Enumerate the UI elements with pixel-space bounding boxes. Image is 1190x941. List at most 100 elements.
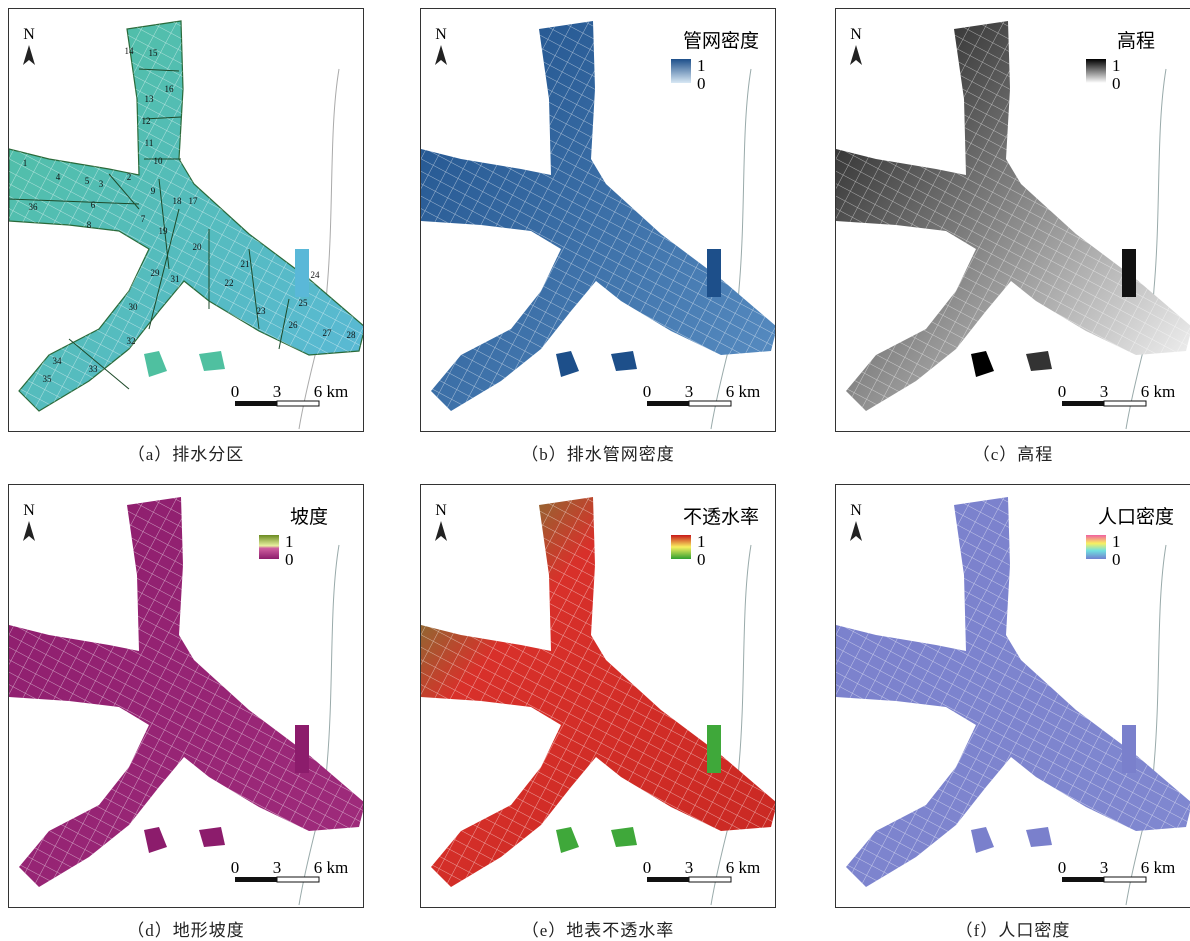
north-arrow <box>23 521 35 541</box>
scale-label: 3 <box>273 382 282 401</box>
scale-bar <box>1062 877 1104 882</box>
zone-label: 2 <box>127 172 132 182</box>
scale-label: 3 <box>1100 382 1109 401</box>
zone-boundary <box>9 68 290 390</box>
legend-max: 1 <box>1112 532 1121 551</box>
zone-label: 35 <box>43 374 53 384</box>
scale-label: 3 <box>273 858 282 877</box>
zone-label: 3 <box>99 179 104 189</box>
legend-min: 0 <box>285 550 294 569</box>
legend-title: 管网密度 <box>683 30 759 52</box>
block <box>707 725 721 773</box>
panel-caption: （e）地表不透水率 <box>521 921 675 940</box>
zone-label: 34 <box>53 356 63 366</box>
scale-label: 0 <box>1058 858 1067 877</box>
zone-label: 4 <box>56 172 61 182</box>
scale-label: 0 <box>231 382 240 401</box>
panel-caption: （b）排水管网密度 <box>521 445 675 464</box>
north-label: N <box>850 502 862 519</box>
north-arrow <box>435 521 447 541</box>
lake <box>971 827 994 853</box>
zone-label: 1 <box>23 158 28 168</box>
legend-ramp <box>259 535 279 559</box>
zone-label: 12 <box>142 116 151 126</box>
scale-label: 3 <box>685 382 694 401</box>
scale-bar <box>1062 401 1104 406</box>
lake <box>971 351 994 377</box>
zone-label: 18 <box>173 196 183 206</box>
panel-caption: （a）排水分区 <box>127 445 245 464</box>
legend-ramp <box>671 535 691 559</box>
zone-label: 11 <box>145 138 154 148</box>
block <box>1122 249 1136 297</box>
lake <box>556 351 579 377</box>
north-label: N <box>435 26 447 43</box>
scale-label: 3 <box>1100 858 1109 877</box>
river <box>1125 544 1167 906</box>
legend-max: 1 <box>697 56 706 75</box>
lake <box>144 351 167 377</box>
street-grid <box>836 497 1190 887</box>
lake <box>199 827 225 847</box>
scale-bar <box>276 400 320 407</box>
legend-title: 高程 <box>1117 30 1155 52</box>
lake <box>1026 351 1052 371</box>
north-label: N <box>23 26 35 43</box>
block <box>295 249 309 297</box>
lake <box>611 351 637 371</box>
river <box>298 544 340 906</box>
scale-bar <box>647 401 689 406</box>
lake <box>199 351 225 371</box>
street-grid <box>9 21 363 411</box>
scale-label: 6 km <box>314 858 348 877</box>
zone-label: 10 <box>154 156 164 166</box>
legend-title: 人口密度 <box>1098 506 1174 528</box>
scale-label: 0 <box>1058 382 1067 401</box>
zone-label: 19 <box>159 226 169 236</box>
zone-label: 6 <box>91 200 96 210</box>
zone-label: 15 <box>149 48 159 58</box>
scale-bar <box>1103 876 1147 883</box>
block <box>1122 725 1136 773</box>
zone-label: 21 <box>241 259 250 269</box>
scale-label: 6 km <box>314 382 348 401</box>
zone-label: 32 <box>127 336 136 346</box>
scale-bar <box>235 401 277 406</box>
scale-label: 6 km <box>1141 382 1175 401</box>
scale-bar <box>235 877 277 882</box>
river <box>710 544 752 906</box>
legend-min: 0 <box>697 74 706 93</box>
scale-label: 3 <box>685 858 694 877</box>
zone-label: 31 <box>171 274 180 284</box>
legend-max: 1 <box>1112 56 1121 75</box>
street-grid <box>421 497 775 887</box>
legend-max: 1 <box>285 532 294 551</box>
lake <box>1026 827 1052 847</box>
zone-label: 7 <box>141 214 146 224</box>
zone-label: 28 <box>347 330 357 340</box>
scale-label: 6 km <box>726 858 760 877</box>
legend-ramp <box>671 59 691 83</box>
legend-ramp <box>1086 535 1106 559</box>
zone-label: 8 <box>87 220 92 230</box>
legend-min: 0 <box>697 550 706 569</box>
river <box>298 68 340 430</box>
north-arrow <box>850 45 862 65</box>
legend-max: 1 <box>697 532 706 551</box>
street-grid <box>836 21 1190 411</box>
scale-bar <box>688 400 732 407</box>
zone-label: 5 <box>85 176 90 186</box>
zone-label: 26 <box>289 320 299 330</box>
river <box>710 68 752 430</box>
scale-bar <box>647 877 689 882</box>
legend-min: 0 <box>1112 74 1121 93</box>
legend-ramp <box>1086 59 1106 83</box>
panel-caption: （f）人口密度 <box>955 921 1071 940</box>
